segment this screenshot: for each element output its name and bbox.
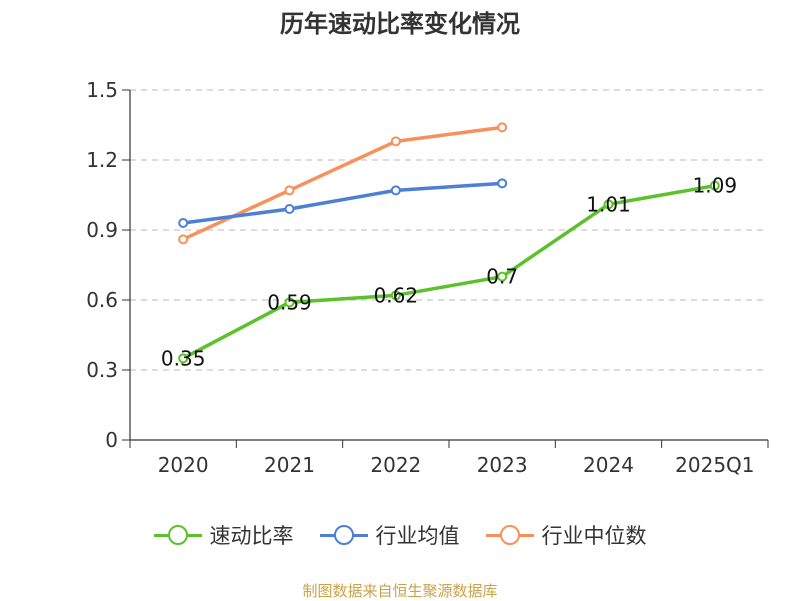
legend-line-marker-icon <box>485 525 534 545</box>
data-point <box>497 271 508 282</box>
data-labels: 0.35 0.59 0.62 0.7 1.01 1.09 <box>161 174 737 371</box>
legend-item-industry-median[interactable]: 行业中位数 <box>485 520 647 550</box>
x-tick-label: 2025Q1 <box>675 453 754 477</box>
series-line-1 <box>182 181 503 225</box>
x-tick-label: 2024 <box>583 453 634 477</box>
y-tick-label: 0.3 <box>86 358 118 382</box>
data-label: 0.35 <box>161 346 206 370</box>
data-label: 0.62 <box>374 283 419 307</box>
legend-label: 行业均值 <box>375 524 460 548</box>
series-line-0 <box>182 183 716 360</box>
legend-item-industry-mean[interactable]: 行业均值 <box>319 520 460 550</box>
data-label: 1.01 <box>586 192 631 216</box>
data-point <box>178 218 189 228</box>
data-point <box>284 204 295 214</box>
series-line-2 <box>182 125 503 241</box>
data-point <box>709 180 720 191</box>
data-point <box>390 290 401 301</box>
y-tick-label: 1.5 <box>86 78 118 102</box>
data-point <box>284 297 295 308</box>
x-tick-label: 2022 <box>370 453 421 477</box>
data-point <box>178 234 189 245</box>
y-tick-label: 0 <box>105 428 118 452</box>
data-label: 0.7 <box>486 265 518 289</box>
data-point <box>284 185 295 196</box>
series-lines <box>178 122 720 364</box>
x-tick-label: 2021 <box>264 453 315 477</box>
data-point <box>178 353 189 364</box>
legend-label: 速动比率 <box>209 524 294 548</box>
x-tick-label: 2023 <box>477 453 528 477</box>
y-tick-label: 0.6 <box>86 288 118 312</box>
y-tick-label: 1.2 <box>86 148 118 172</box>
axes: 0 0.3 0.6 0.9 1.2 1.5 2020 2021 2022 2023 2024 2025… <box>86 78 769 477</box>
chart-title: 历年速动比率变化情况 <box>280 10 520 38</box>
legend-line-marker-icon <box>319 525 368 545</box>
data-point <box>497 122 508 133</box>
legend-label: 行业中位数 <box>541 524 647 548</box>
data-label: 0.59 <box>267 290 312 314</box>
data-label: 1.09 <box>693 174 738 198</box>
y-tick-label: 0.9 <box>86 218 118 242</box>
legend-item-quick-ratio[interactable]: 速动比率 <box>153 520 294 550</box>
data-point <box>497 178 508 189</box>
legend-line-marker-icon <box>153 525 202 545</box>
data-point <box>390 185 401 196</box>
legend: 速动比率 行业均值 行业中位数 <box>0 520 800 550</box>
grid-lines <box>130 89 768 371</box>
source-note: 制图数据来自恒生聚源数据库 <box>302 582 498 600</box>
data-point <box>390 136 401 147</box>
data-point <box>603 199 614 210</box>
x-tick-label: 2020 <box>158 453 209 477</box>
